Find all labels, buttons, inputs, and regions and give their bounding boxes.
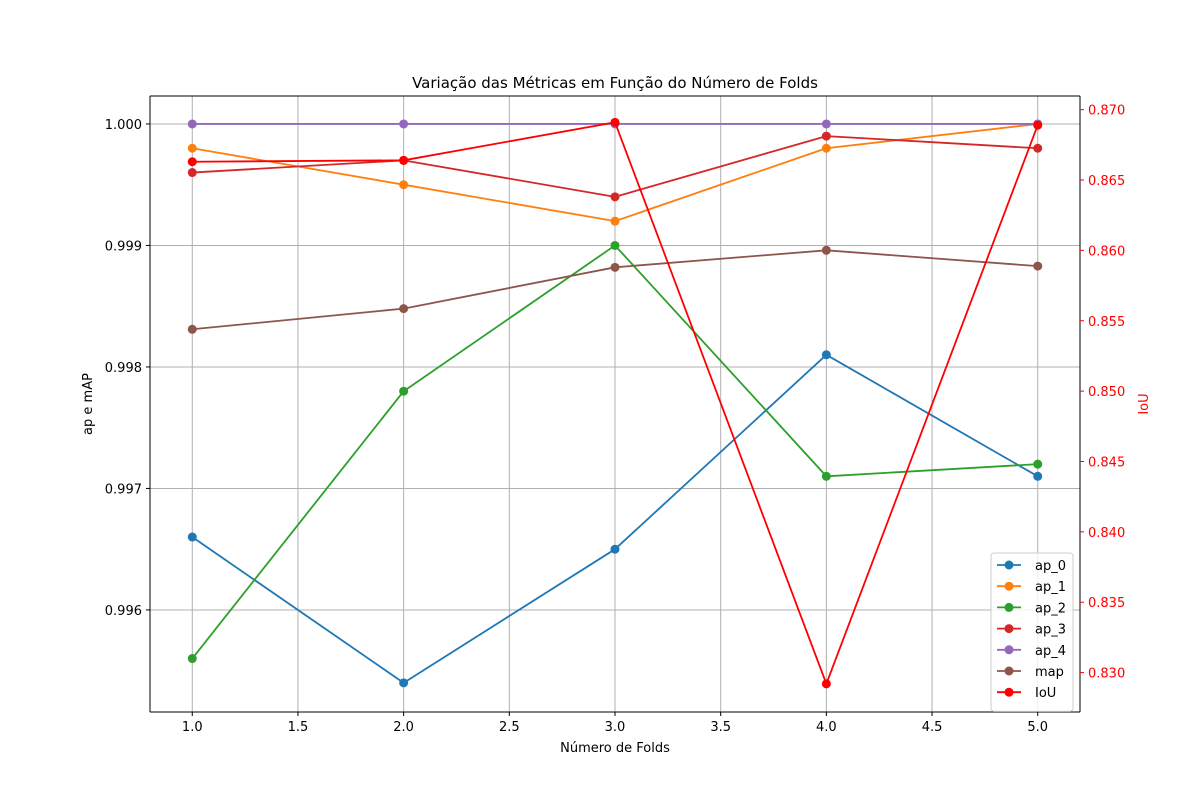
legend-marker — [1004, 581, 1014, 591]
series-ap-0 — [187, 350, 1043, 688]
data-point — [821, 679, 831, 689]
data-point — [1033, 261, 1043, 271]
data-point — [1033, 459, 1043, 469]
data-point — [187, 654, 197, 664]
legend-label: ap_1 — [1035, 580, 1066, 595]
data-point — [399, 678, 409, 688]
series-map — [187, 245, 1043, 334]
legend-marker — [1004, 624, 1014, 634]
y2-tick-label: 0.835 — [1088, 596, 1125, 611]
x-axis-title: Número de Folds — [560, 741, 670, 756]
data-point — [821, 245, 831, 255]
x-tick-label: 2.0 — [393, 720, 414, 735]
legend-label: IoU — [1035, 686, 1056, 701]
grid — [150, 96, 1080, 712]
data-point — [610, 117, 620, 127]
legend-item: ap_1 — [997, 580, 1066, 595]
data-point — [610, 262, 620, 272]
y2-tick-label: 0.870 — [1088, 104, 1125, 119]
y2-tick-label: 0.840 — [1088, 526, 1125, 541]
x-tick-label: 1.5 — [288, 720, 309, 735]
legend-item: ap_4 — [997, 644, 1066, 659]
legend-marker — [1004, 560, 1014, 570]
legend-item: map — [997, 665, 1064, 680]
y-tick-label: 0.996 — [105, 604, 142, 619]
legend-marker — [1004, 602, 1014, 612]
legend-item: IoU — [997, 686, 1056, 701]
x-tick-label: 3.5 — [710, 720, 731, 735]
data-point — [610, 544, 620, 554]
data-point — [821, 143, 831, 153]
x-axis: 1.0 1.5 2.0 2.5 3.0 3.5 4.0 4.5 5.0 — [182, 712, 1048, 735]
y-tick-label: 0.999 — [105, 239, 142, 254]
legend-marker — [1004, 645, 1014, 655]
x-tick-label: 5.0 — [1027, 720, 1048, 735]
y-axis-left: 0.996 0.997 0.998 0.999 1.000 — [105, 118, 150, 619]
data-point — [187, 157, 197, 167]
x-tick-label: 2.5 — [499, 720, 520, 735]
y-axis-title: ap e mAP — [81, 373, 96, 435]
x-tick-label: 4.0 — [816, 720, 837, 735]
data-point — [610, 192, 620, 202]
legend-item: ap_2 — [997, 601, 1066, 616]
data-point — [610, 216, 620, 226]
data-point — [187, 168, 197, 178]
data-point — [399, 155, 409, 165]
x-tick-label: 3.0 — [605, 720, 626, 735]
data-point — [399, 180, 409, 190]
legend-marker — [1004, 666, 1014, 676]
data-point — [187, 532, 197, 542]
series-layer — [187, 117, 1043, 689]
x-tick-label: 1.0 — [182, 720, 203, 735]
data-point — [821, 471, 831, 481]
y-tick-label: 0.998 — [105, 361, 142, 376]
legend-item: ap_3 — [997, 623, 1066, 638]
legend-marker — [1004, 687, 1014, 697]
data-point — [1033, 143, 1043, 153]
y-tick-label: 0.997 — [105, 482, 142, 497]
y-tick-label: 1.000 — [105, 118, 142, 133]
legend-label: ap_2 — [1035, 601, 1066, 616]
data-point — [187, 143, 197, 153]
legend-label: ap_0 — [1035, 559, 1066, 574]
y2-tick-label: 0.860 — [1088, 244, 1125, 259]
data-point — [187, 119, 197, 129]
legend-label: map — [1035, 665, 1064, 680]
data-point — [399, 119, 409, 129]
legend-label: ap_4 — [1035, 644, 1066, 659]
data-point — [821, 119, 831, 129]
x-tick-label: 4.5 — [922, 720, 943, 735]
y2-tick-label: 0.845 — [1088, 455, 1125, 470]
data-point — [399, 386, 409, 396]
y2-axis-title: IoU — [1137, 393, 1152, 414]
data-point — [610, 240, 620, 250]
series-iou — [187, 117, 1043, 689]
data-point — [1033, 120, 1043, 130]
chart-title: Variação das Métricas em Função do Númer… — [412, 74, 818, 92]
data-point — [399, 304, 409, 314]
y2-tick-label: 0.865 — [1088, 174, 1125, 189]
data-point — [821, 350, 831, 360]
data-point — [1033, 471, 1043, 481]
legend-item: ap_0 — [997, 559, 1066, 574]
legend-label: ap_3 — [1035, 623, 1066, 638]
series-ap-2 — [187, 240, 1043, 664]
y-axis-right: 0.830 0.835 0.840 0.845 0.850 0.855 0.860 0.865… — [1080, 104, 1125, 682]
y2-tick-label: 0.850 — [1088, 385, 1125, 400]
data-point — [187, 324, 197, 334]
data-point — [821, 131, 831, 141]
y2-tick-label: 0.855 — [1088, 315, 1125, 330]
y2-tick-label: 0.830 — [1088, 667, 1125, 682]
